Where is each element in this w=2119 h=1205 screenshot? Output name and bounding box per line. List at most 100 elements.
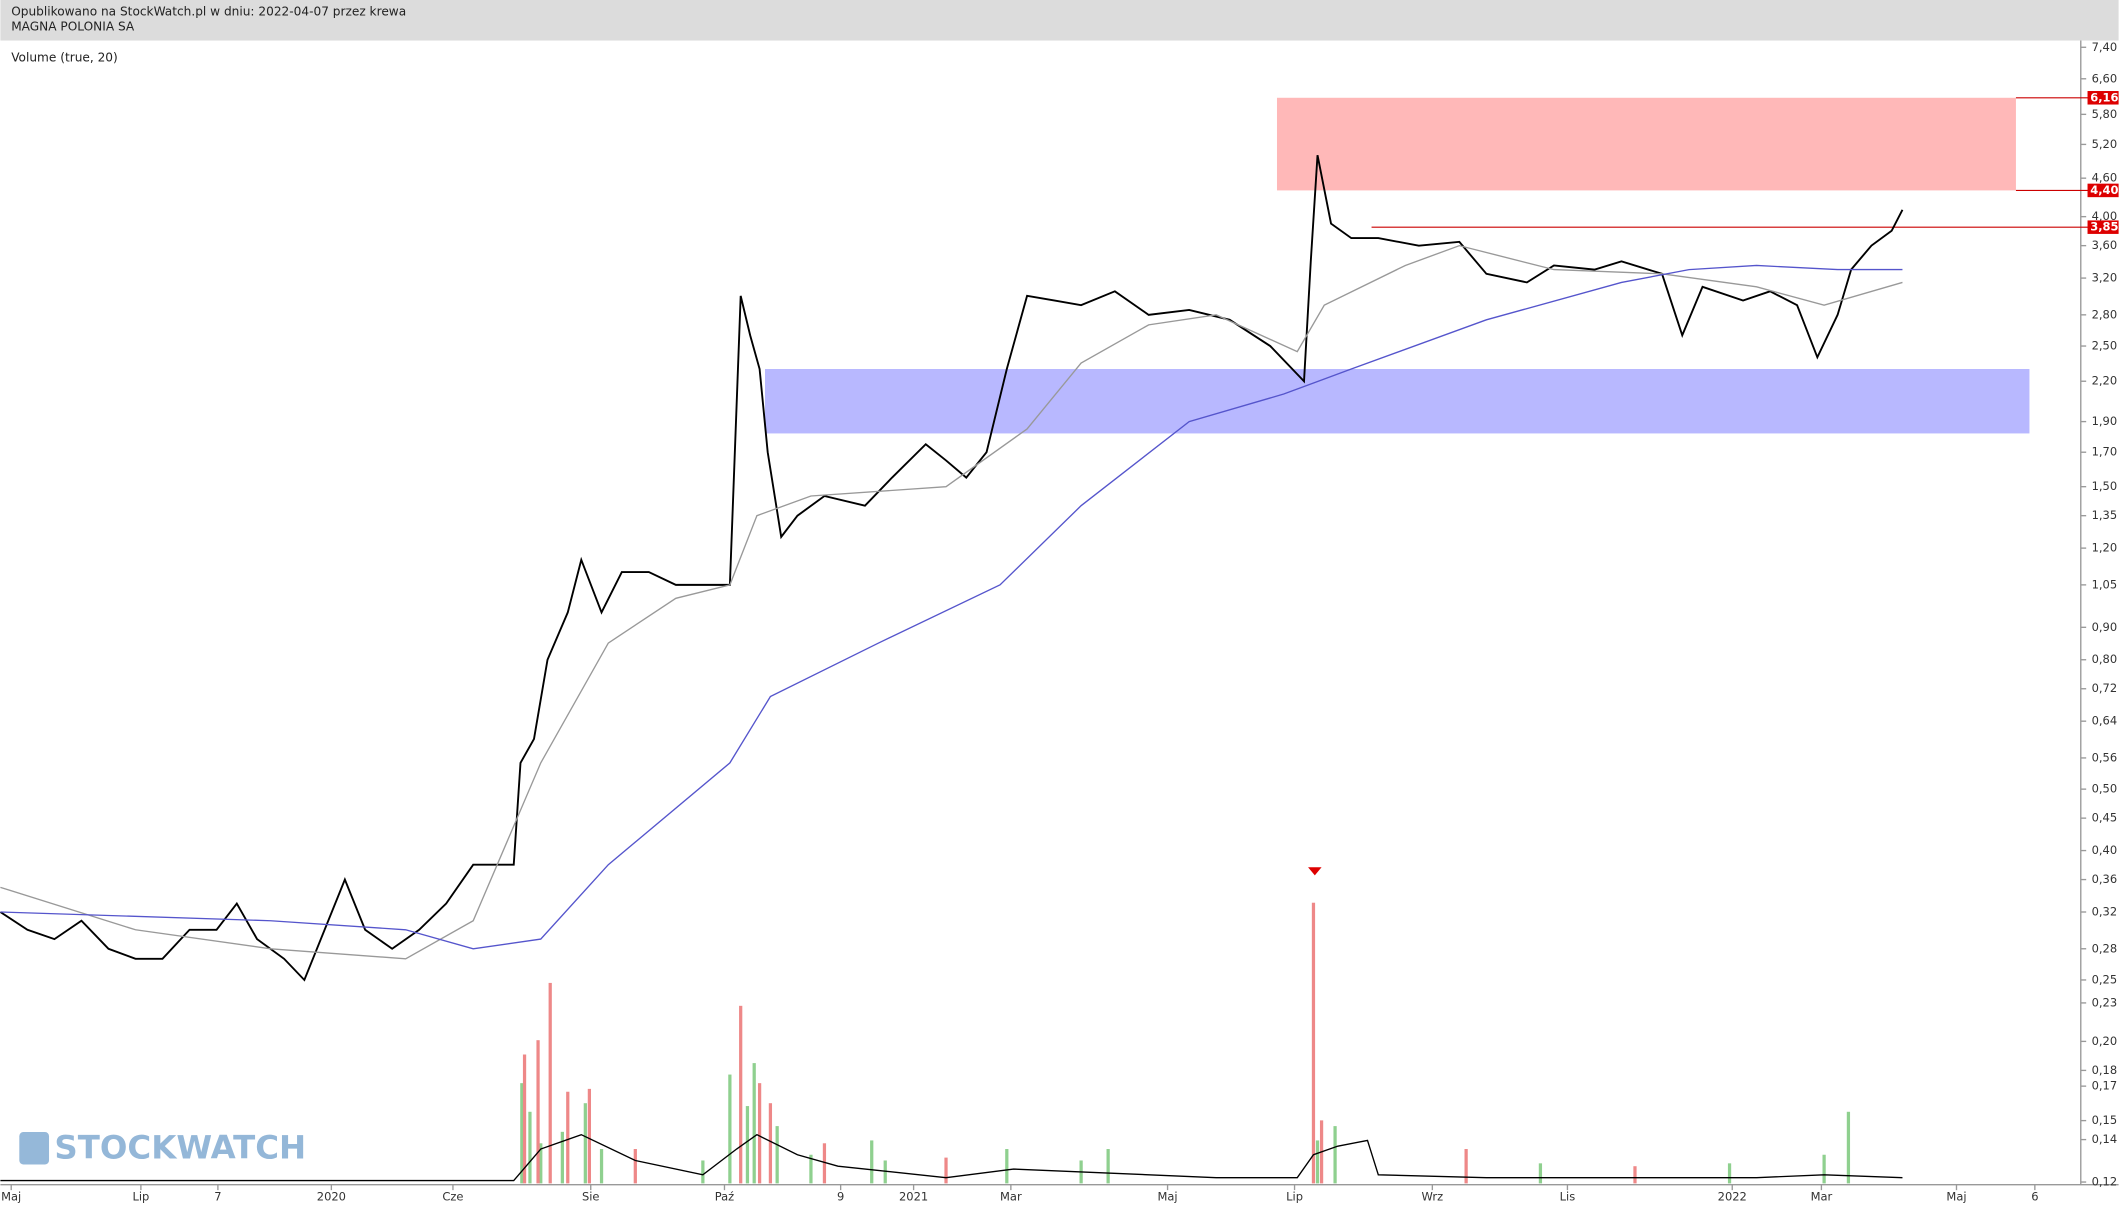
zone — [1276, 97, 2016, 191]
volume-bar — [752, 1063, 756, 1184]
volume-bar — [566, 1091, 570, 1184]
volume-bar — [520, 1083, 524, 1184]
y-tick-label: 0,45 — [2092, 811, 2118, 825]
volume-bar — [757, 1083, 762, 1184]
y-tick-label: 0,25 — [2092, 972, 2118, 986]
y-tick-label: 0,18 — [2092, 1063, 2118, 1077]
event-marker — [1308, 867, 1322, 876]
price-tag-label: 6,16 — [2090, 90, 2118, 104]
volume-bar — [1633, 1166, 1637, 1184]
y-tick-label: 0,56 — [2092, 750, 2118, 764]
y-tick-label: 1,05 — [2092, 577, 2118, 591]
y-tick-label: 0,23 — [2092, 995, 2118, 1009]
volume-bar — [1822, 1154, 1826, 1184]
y-tick-label: 6,60 — [2092, 71, 2118, 85]
volume-bar — [583, 1103, 587, 1184]
header-line: MAGNA POLONIA SA — [11, 20, 135, 34]
price-tag-label: 3,85 — [2090, 220, 2118, 234]
volume-bar — [522, 1054, 527, 1184]
price-tag — [2087, 220, 2119, 234]
y-tick-label: 2,50 — [2092, 339, 2118, 353]
y-tick-label: 0,50 — [2092, 782, 2118, 796]
x-tick-label: Lip — [1286, 1189, 1303, 1203]
y-tick-label: 4,60 — [2092, 171, 2118, 185]
volume-bar — [745, 1106, 750, 1184]
y-tick-label: 2,20 — [2092, 374, 2118, 388]
volume-bar — [1333, 1126, 1337, 1184]
y-tick-label: 5,80 — [2092, 107, 2118, 121]
header-line: Opublikowano na StockWatch.pl w dniu: 20… — [11, 5, 406, 19]
volume-bar — [768, 1103, 773, 1184]
volume-bar — [739, 1005, 743, 1184]
zone — [765, 368, 2030, 434]
volume-bar — [539, 1143, 543, 1184]
y-tick-label: 1,50 — [2092, 479, 2118, 493]
y-tick-label: 7,40 — [2092, 40, 2118, 54]
volume-bar — [728, 1074, 732, 1184]
volume-bar — [528, 1111, 532, 1184]
x-tick-label: 7 — [214, 1189, 221, 1203]
volume-bar — [587, 1088, 592, 1184]
y-tick-label: 0,32 — [2092, 905, 2118, 919]
volume-bar — [701, 1160, 705, 1184]
volume-bar — [775, 1126, 779, 1184]
watermark: STOCKWATCH — [54, 1129, 306, 1167]
y-tick-label: 0,15 — [2092, 1113, 2118, 1127]
y-tick-label: 4,00 — [2092, 209, 2118, 223]
y-tick-label: 0,20 — [2092, 1034, 2118, 1048]
price-tag — [2087, 183, 2119, 198]
x-tick-label: 2021 — [899, 1189, 928, 1203]
logo-icon — [19, 1132, 50, 1165]
series-ma-short — [0, 244, 1903, 960]
x-tick-label: Cze — [442, 1189, 463, 1203]
y-tick-label: 0,36 — [2092, 872, 2118, 886]
x-tick-label: 9 — [837, 1189, 844, 1203]
x-tick-label: 2020 — [317, 1189, 346, 1203]
y-tick-label: 1,35 — [2092, 508, 2118, 522]
series-ma-long — [0, 264, 1903, 950]
volume-bar — [1538, 1163, 1543, 1184]
volume-average — [0, 1133, 1903, 1182]
y-tick-label: 0,14 — [2092, 1132, 2118, 1146]
x-tick-label: Wrz — [1422, 1189, 1444, 1203]
volume-bar — [1106, 1149, 1110, 1184]
volume-bar — [1005, 1149, 1009, 1184]
y-tick-label: 0,12 — [2092, 1175, 2118, 1189]
volume-bar — [1464, 1149, 1468, 1184]
x-tick-label: 6 — [2031, 1189, 2038, 1203]
volume-bar — [536, 1040, 540, 1184]
volume-bar — [560, 1131, 564, 1184]
series-price — [0, 155, 1904, 982]
x-tick-label: Mar — [1811, 1189, 1833, 1203]
x-tick-label: Lip — [132, 1189, 149, 1203]
y-tick-label: 0,64 — [2092, 714, 2118, 728]
x-tick-label: Sie — [582, 1189, 600, 1203]
volume-bar — [883, 1160, 887, 1184]
y-tick-label: 1,70 — [2092, 445, 2118, 459]
y-tick-label: 0,40 — [2092, 843, 2118, 857]
volume-bar — [548, 982, 552, 1184]
volume-bar — [870, 1140, 874, 1184]
volume-bar — [633, 1149, 637, 1184]
volume-bar — [1315, 1140, 1320, 1184]
volume-bar — [822, 1143, 827, 1184]
x-tick-label: Mar — [1000, 1189, 1022, 1203]
header-bar — [0, 0, 2119, 41]
x-tick-label: Maj — [1, 1189, 21, 1203]
y-tick-label: 0,80 — [2092, 652, 2118, 666]
y-tick-label: 5,20 — [2092, 137, 2118, 151]
y-tick-label: 3,20 — [2092, 271, 2118, 285]
volume-bar — [1311, 902, 1316, 1184]
volume-bar — [809, 1154, 813, 1184]
y-tick-label: 1,20 — [2092, 541, 2118, 555]
y-tick-label: 2,80 — [2092, 307, 2118, 321]
volume-bar — [599, 1149, 604, 1184]
volume-bar — [944, 1157, 948, 1184]
x-tick-label: Paź — [715, 1189, 734, 1203]
y-tick-label: 3,60 — [2092, 238, 2118, 252]
y-tick-label: 0,17 — [2092, 1079, 2118, 1093]
x-tick-label: Lis — [1560, 1189, 1576, 1203]
y-tick-label: 0,90 — [2092, 620, 2118, 634]
